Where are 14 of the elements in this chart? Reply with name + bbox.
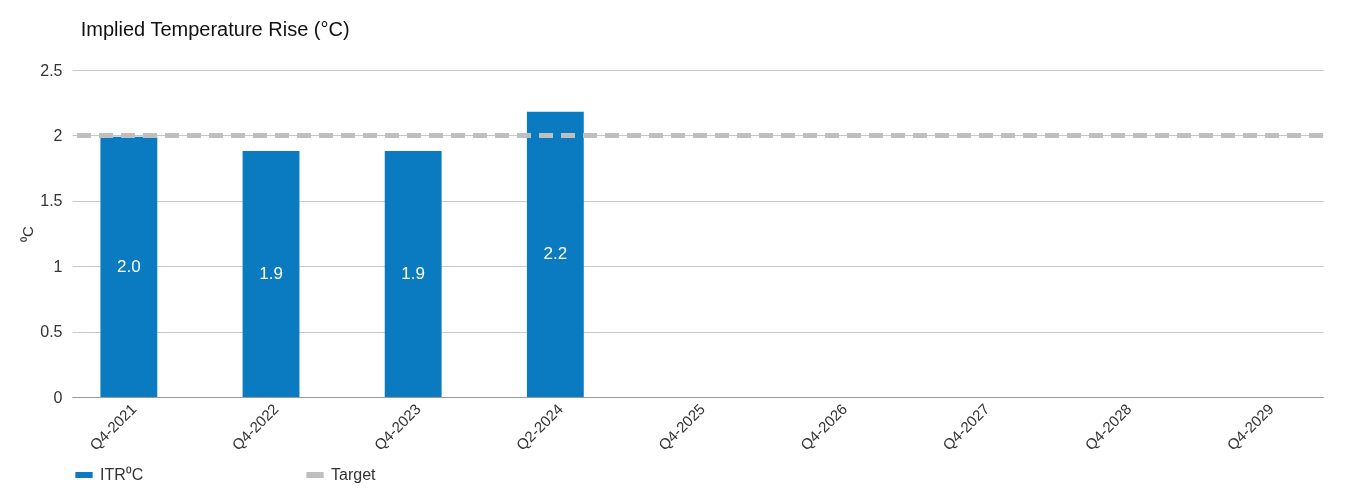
data-label: 2.2 <box>543 244 568 264</box>
data-label: 1.9 <box>259 264 283 284</box>
y-tick-label: 2.5 <box>40 61 63 79</box>
legend-label: ITR⁰C <box>100 466 144 483</box>
chart-title: Implied Temperature Rise (°C) <box>80 18 350 40</box>
y-tick-label: 0 <box>53 388 63 406</box>
y-tick-label: 0.5 <box>40 323 63 341</box>
y-tick-label: 1 <box>53 257 63 275</box>
y-tick-label: 1.5 <box>40 192 63 210</box>
y-tick-label: 2 <box>53 126 63 144</box>
y-axis-title: ⁰C <box>19 225 37 242</box>
legend-label: Target <box>331 466 377 483</box>
data-label: 2.0 <box>117 256 141 276</box>
data-label: 1.9 <box>401 264 425 284</box>
